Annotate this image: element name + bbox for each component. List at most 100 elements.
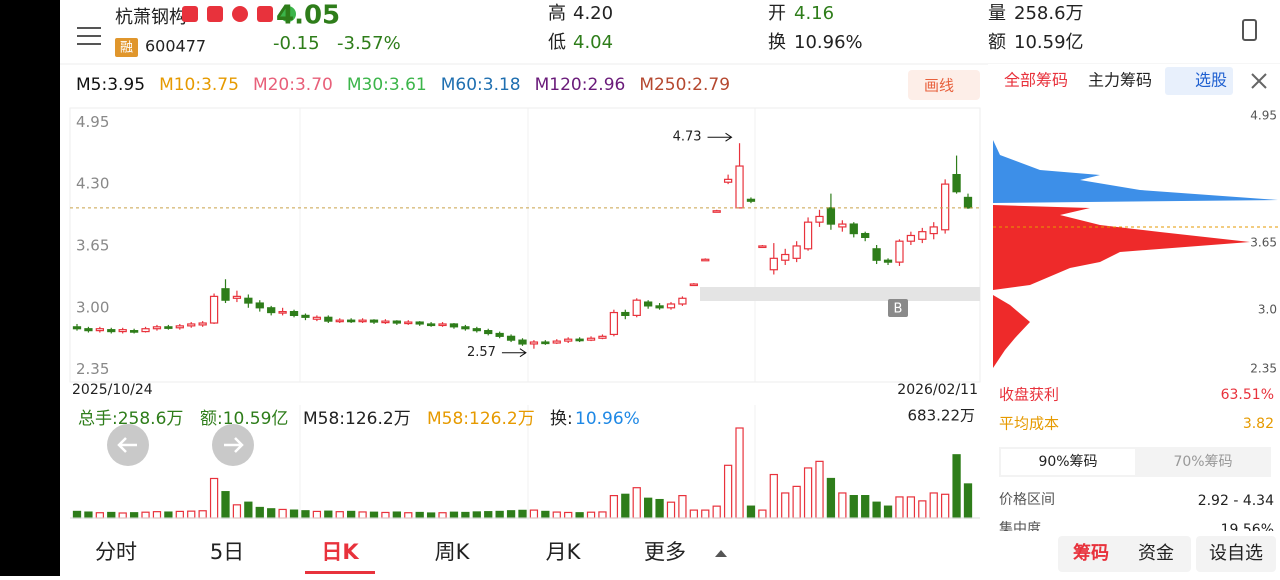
volume-bar bbox=[929, 492, 938, 519]
volume-bar bbox=[941, 493, 950, 519]
volume-bar bbox=[461, 511, 470, 519]
change: -0.15 bbox=[273, 33, 320, 54]
volume-bar bbox=[746, 505, 756, 519]
value: 4.04 bbox=[573, 32, 613, 53]
volume-bar bbox=[838, 492, 847, 519]
label: 平均成本 bbox=[999, 415, 1059, 433]
candle-body bbox=[963, 196, 973, 209]
candle-body bbox=[746, 198, 756, 202]
chip-axis: 2.35 bbox=[1250, 362, 1277, 376]
y-tick-label: 2.35 bbox=[76, 360, 109, 378]
select-bg[interactable] bbox=[1165, 67, 1233, 95]
volume-bar bbox=[198, 510, 207, 519]
volume-bar bbox=[484, 511, 493, 519]
more-arrow[interactable] bbox=[715, 550, 727, 557]
tab-row: 分时 5日 日K 周K 月K 更多 bbox=[95, 540, 686, 574]
volume-bar bbox=[655, 498, 664, 519]
ma-legend: M250:2.79 bbox=[639, 75, 730, 95]
label: 量 bbox=[988, 3, 1006, 24]
start-date: 2025/10/24 bbox=[72, 382, 153, 398]
note-arrow bbox=[501, 348, 527, 358]
volume-bar bbox=[758, 509, 767, 519]
rotate-icon[interactable] bbox=[1242, 19, 1257, 41]
candle-body bbox=[586, 337, 596, 341]
volume-bar bbox=[347, 510, 356, 519]
stock-name: 杭萧钢构 bbox=[115, 7, 187, 28]
volume-bar bbox=[518, 509, 527, 519]
candle-body bbox=[883, 259, 893, 263]
chip-tab[interactable]: 主力筹码 bbox=[1088, 71, 1152, 90]
draw-button[interactable] bbox=[908, 70, 980, 100]
candle-body bbox=[175, 325, 184, 329]
volume-bar bbox=[506, 510, 516, 519]
candle-body bbox=[609, 311, 619, 336]
volume-bar bbox=[678, 495, 687, 519]
volume-bar bbox=[472, 511, 481, 519]
range-tab[interactable]: 90%筹码 bbox=[1038, 453, 1097, 470]
ma-legend: M30:3.61 bbox=[347, 75, 427, 95]
volume-bar bbox=[118, 512, 127, 519]
value: 258.6万 bbox=[1014, 3, 1084, 24]
candle-body bbox=[792, 245, 801, 259]
candle-body bbox=[324, 316, 333, 322]
candle-body bbox=[72, 326, 82, 330]
tab[interactable]: 周K bbox=[435, 540, 471, 564]
volume-bar bbox=[906, 496, 916, 519]
button[interactable]: 资金 bbox=[1138, 543, 1174, 564]
candle-body bbox=[929, 226, 938, 235]
candle-body bbox=[118, 329, 127, 333]
label: 价格区间 bbox=[999, 492, 1055, 508]
y-tick-label: 4.30 bbox=[76, 175, 109, 193]
volume-bar bbox=[883, 505, 893, 519]
volume-bar bbox=[449, 511, 459, 519]
candle-body bbox=[495, 332, 504, 337]
vol-ma: M58:126.2万 bbox=[303, 409, 411, 429]
candle-body bbox=[895, 240, 904, 263]
volume-bar bbox=[609, 495, 619, 519]
tab[interactable]: 更多 bbox=[644, 540, 686, 564]
candle-body bbox=[655, 305, 664, 309]
value: 10.59亿 bbox=[1014, 32, 1084, 53]
range-tab[interactable]: 70%筹码 bbox=[1173, 453, 1232, 470]
badge-bg bbox=[115, 38, 138, 57]
y-tick-label: 3.65 bbox=[76, 236, 109, 254]
volume-bar bbox=[426, 512, 436, 519]
volume-bar bbox=[392, 511, 401, 519]
chip-tab[interactable]: 全部筹码 bbox=[1004, 71, 1068, 90]
volume-bar bbox=[963, 483, 973, 519]
button[interactable]: 筹码 bbox=[1073, 542, 1109, 564]
candle-body bbox=[449, 323, 459, 328]
candle-body bbox=[632, 299, 641, 317]
tab[interactable]: 日K bbox=[321, 540, 359, 564]
stock-code: 600477 bbox=[145, 37, 206, 56]
volume-bar bbox=[632, 487, 641, 519]
chip-tab[interactable]: 选股 bbox=[1195, 71, 1227, 90]
bezel bbox=[0, 0, 60, 576]
tab[interactable]: 分时 bbox=[95, 540, 137, 564]
volume-bar bbox=[129, 512, 139, 519]
candle-body bbox=[815, 215, 824, 223]
range-tab-active[interactable] bbox=[1001, 449, 1135, 475]
value: 2.92 - 4.34 bbox=[1198, 493, 1274, 509]
volume-bar bbox=[164, 511, 173, 519]
menu-icon[interactable] bbox=[77, 27, 101, 45]
candle-body bbox=[267, 307, 276, 314]
candle-body bbox=[461, 326, 470, 330]
tab[interactable]: 月K bbox=[546, 540, 582, 564]
candle-body bbox=[701, 258, 710, 262]
tab[interactable]: 5日 bbox=[210, 540, 244, 564]
volume-bar bbox=[701, 509, 710, 519]
candle-body bbox=[381, 320, 390, 324]
candle-body bbox=[438, 323, 447, 327]
chip-axis: 3.0 bbox=[1258, 303, 1277, 317]
draw-button-label[interactable]: 画线 bbox=[924, 77, 954, 95]
candle-body bbox=[347, 319, 356, 323]
candle-body bbox=[152, 326, 162, 330]
button[interactable]: 设自选 bbox=[1209, 543, 1263, 564]
btn-bg bbox=[1058, 536, 1191, 572]
chip-axis: 4.95 bbox=[1250, 109, 1277, 123]
candle-body bbox=[187, 323, 196, 327]
candle-body bbox=[289, 310, 299, 317]
close-icon[interactable] bbox=[1251, 73, 1267, 89]
